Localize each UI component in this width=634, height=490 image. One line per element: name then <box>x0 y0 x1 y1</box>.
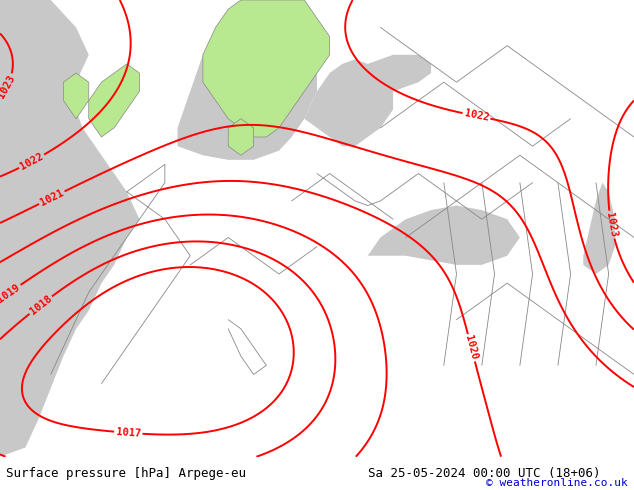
Text: © weatheronline.co.uk: © weatheronline.co.uk <box>486 478 628 488</box>
Polygon shape <box>304 59 393 146</box>
Text: 1021: 1021 <box>39 188 65 208</box>
Polygon shape <box>0 0 89 137</box>
Text: 1023: 1023 <box>604 212 619 238</box>
Polygon shape <box>355 55 431 91</box>
Text: Sa 25-05-2024 00:00 UTC (18+06): Sa 25-05-2024 00:00 UTC (18+06) <box>368 467 600 480</box>
Text: 1023: 1023 <box>0 73 16 100</box>
Polygon shape <box>228 119 254 155</box>
Text: 1019: 1019 <box>0 282 22 304</box>
Text: 1022: 1022 <box>18 151 45 172</box>
Text: 1020: 1020 <box>463 335 479 361</box>
Text: Surface pressure [hPa] Arpege-eu: Surface pressure [hPa] Arpege-eu <box>6 467 247 480</box>
Polygon shape <box>583 183 615 274</box>
Text: 1018: 1018 <box>28 294 54 317</box>
Polygon shape <box>203 0 330 137</box>
Polygon shape <box>89 64 139 137</box>
Polygon shape <box>178 9 317 160</box>
Text: 1022: 1022 <box>463 109 489 123</box>
Polygon shape <box>63 73 89 119</box>
Text: 1017: 1017 <box>115 427 141 439</box>
Polygon shape <box>368 205 520 265</box>
Polygon shape <box>0 0 139 457</box>
